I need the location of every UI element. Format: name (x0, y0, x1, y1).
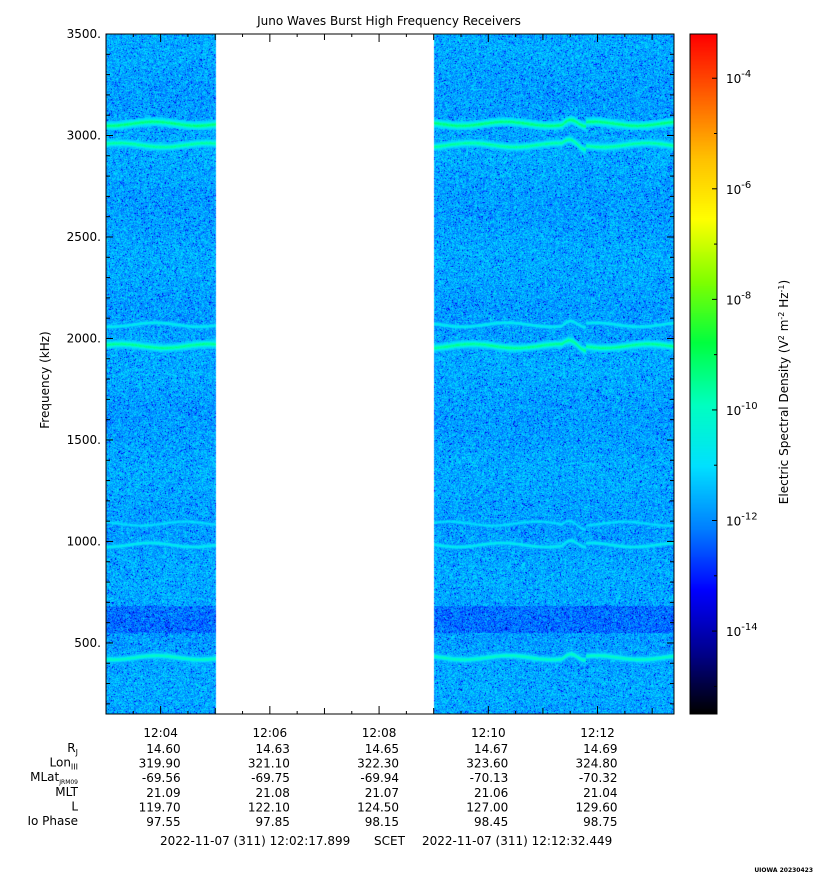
y-tick-label: 500. (74, 636, 101, 650)
ephemeris-row-label: LonIII (50, 756, 79, 772)
ephemeris-value: 323.60 (466, 757, 508, 771)
ephemeris-row-label: MLatJRM09 (30, 770, 78, 786)
ephemeris-value: 14.63 (255, 742, 289, 756)
plot-frame (105, 33, 675, 715)
x-tick-label: 12:12 (580, 726, 615, 740)
ephemeris-value: 21.08 (255, 786, 289, 800)
x-tick-label: 12:08 (362, 726, 397, 740)
ephemeris-value: 129.60 (576, 800, 618, 814)
ephemeris-value: 97.55 (146, 815, 180, 829)
ephemeris-value: 21.06 (474, 786, 508, 800)
ephemeris-value: 127.00 (466, 800, 508, 814)
colorbar-image (690, 34, 717, 714)
ephemeris-row-label: RJ (67, 741, 78, 757)
ephemeris-value: 14.65 (365, 742, 399, 756)
ephemeris-table: RJ 14.60 14.63 14.65 14.67 14.69 LonIII 319.90 3… (27, 741, 617, 829)
y-tick-label: 1000. (67, 534, 101, 548)
ephemeris-value: -69.75 (251, 771, 290, 785)
colorbar-tick-label: 10-14 (726, 622, 758, 639)
ephemeris-row-label: Io Phase (27, 814, 78, 828)
colorbar-tick-label: 10-12 (726, 512, 758, 529)
ephemeris-value: 97.85 (255, 815, 289, 829)
x-tick-label: 12:04 (143, 726, 178, 740)
x-axis: 12:04 12:06 12:08 12:10 12:12 (132, 34, 653, 740)
ephemeris-row-label: MLT (55, 785, 78, 799)
ephemeris-value: 122.10 (248, 800, 290, 814)
time-scale-label: SCET (374, 834, 406, 848)
colorbar-tick-label: 10-6 (726, 180, 751, 197)
credit-stamp: UIOWA 20230423 (754, 867, 813, 874)
colorbar-tick-label: 10-10 (726, 401, 758, 418)
ephemeris-value: 21.04 (583, 786, 617, 800)
ephemeris-value: 119.70 (139, 800, 181, 814)
ephemeris-value: 14.69 (583, 742, 617, 756)
ephemeris-value: 21.09 (146, 786, 180, 800)
chart-title: Juno Waves Burst High Frequency Receiver… (256, 14, 521, 28)
ephemeris-value: 124.50 (357, 800, 399, 814)
ephemeris-value: 98.75 (583, 815, 617, 829)
colorbar-ticks: 10-4 10-6 10-8 10-10 10-12 10-14 (712, 69, 758, 687)
colorbar-tick-label: 10-4 (726, 69, 751, 86)
ephemeris-row-label: L (71, 799, 78, 813)
spectrogram-image (106, 34, 674, 714)
ephemeris-value: 98.45 (474, 815, 508, 829)
y-tick-label: 3000. (67, 128, 101, 142)
ephemeris-value: 324.80 (576, 757, 618, 771)
ephemeris-value: 321.10 (248, 757, 290, 771)
colorbar-tick-label: 10-8 (726, 290, 751, 307)
y-tick-label: 2000. (67, 331, 101, 345)
colorbar-frame (689, 33, 718, 715)
ephemeris-value: -70.13 (470, 771, 509, 785)
x-tick-label: 12:10 (471, 726, 506, 740)
y-tick-label: 1500. (67, 433, 101, 447)
time-start: 2022-11-07 (311) 12:02:17.899 (160, 834, 350, 848)
ephemeris-value: 21.07 (365, 786, 399, 800)
y-axis: 500. 1000. 1500. 2000. 2500. 3000. 3500. (67, 27, 674, 705)
ephemeris-value: -70.32 (579, 771, 618, 785)
ephemeris-value: 319.90 (139, 757, 181, 771)
ephemeris-value: 322.30 (357, 757, 399, 771)
y-tick-label: 2500. (67, 230, 101, 244)
ephemeris-value: 14.67 (474, 742, 508, 756)
ephemeris-value: 14.60 (146, 742, 180, 756)
y-axis-label: Frequency (kHz) (38, 331, 52, 428)
y-tick-label: 3500. (67, 27, 101, 41)
time-end: 2022-11-07 (311) 12:12:32.449 (422, 834, 612, 848)
ephemeris-value: -69.94 (360, 771, 399, 785)
ephemeris-value: 98.15 (365, 815, 399, 829)
ephemeris-value: -69.56 (142, 771, 181, 785)
colorbar-label: Electric Spectral Density (V2 m-2 Hz-1) (777, 280, 792, 504)
x-tick-label: 12:06 (253, 726, 288, 740)
